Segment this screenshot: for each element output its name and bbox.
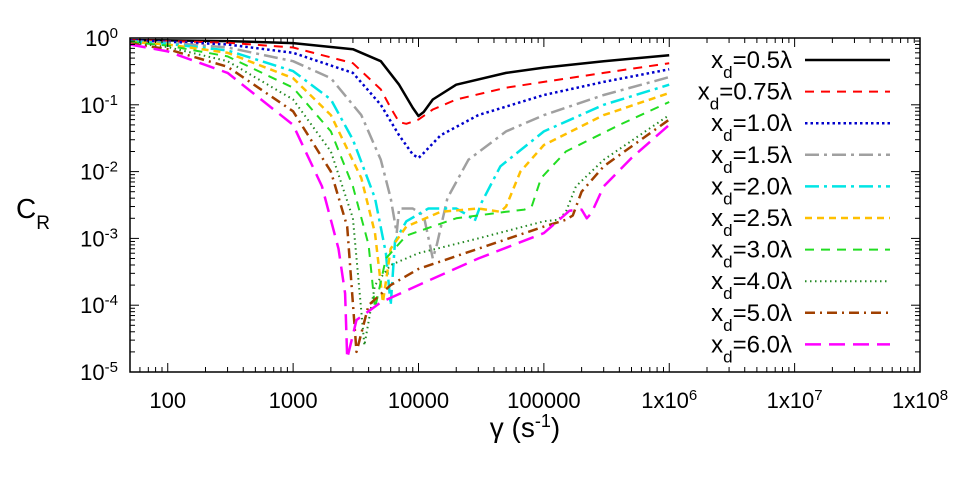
y-tick-label: 10-1 bbox=[80, 91, 118, 118]
series-line-9 bbox=[129, 43, 671, 360]
plot-frame bbox=[129, 37, 921, 373]
x-tick-label: 1x108 bbox=[892, 387, 948, 414]
x-tick-label: 1x107 bbox=[767, 387, 823, 414]
legend-label: xd=5.0λ bbox=[711, 300, 792, 335]
y-axis-title: CR bbox=[16, 193, 50, 234]
legend-label: xd=0.5λ bbox=[711, 47, 792, 82]
legend-label: xd=1.0λ bbox=[711, 110, 792, 145]
series-line-5 bbox=[129, 40, 670, 304]
series-line-0 bbox=[129, 38, 670, 118]
y-tick-labels: 100 10-1 10-2 10-3 10-4 10-5 bbox=[80, 25, 118, 386]
plot-lines bbox=[129, 38, 671, 360]
legend-label: xd=4.0λ bbox=[711, 268, 792, 303]
legend-label: xd=0.75λ bbox=[698, 79, 792, 114]
y-tick-label: 10-3 bbox=[80, 225, 118, 252]
y-tick-label: 10-5 bbox=[80, 359, 118, 386]
x-tick-label: 1000 bbox=[269, 388, 318, 413]
axis-ticks bbox=[129, 37, 921, 373]
x-tick-label: 10000 bbox=[388, 388, 449, 413]
x-tick-label: 100000 bbox=[507, 388, 580, 413]
x-tick-label: 100 bbox=[149, 388, 186, 413]
legend-label: xd=6.0λ bbox=[711, 331, 792, 366]
legend: xd=0.5λxd=0.75λxd=1.0λxd=1.5λxd=2.0λxd=2… bbox=[698, 47, 890, 366]
legend-label: xd=3.0λ bbox=[711, 237, 792, 272]
legend-label: xd=2.0λ bbox=[711, 173, 792, 208]
x-tick-labels: 100 1000 10000 100000 1x106 1x107 1x108 bbox=[149, 387, 948, 414]
series-line-6 bbox=[129, 41, 670, 310]
y-tick-label: 10-4 bbox=[80, 292, 118, 319]
x-axis-title: γ (s-1) bbox=[490, 411, 560, 443]
series-line-3 bbox=[129, 39, 670, 260]
series-line-7 bbox=[129, 41, 670, 347]
legend-label: xd=2.5λ bbox=[711, 205, 792, 240]
y-tick-label: 100 bbox=[85, 25, 118, 52]
series-line-1 bbox=[129, 39, 670, 125]
y-tick-label: 10-2 bbox=[80, 158, 118, 185]
series-line-8 bbox=[129, 42, 670, 354]
x-tick-label: 1x106 bbox=[641, 387, 697, 414]
legend-label: xd=1.5λ bbox=[711, 142, 792, 177]
series-line-4 bbox=[129, 40, 670, 307]
